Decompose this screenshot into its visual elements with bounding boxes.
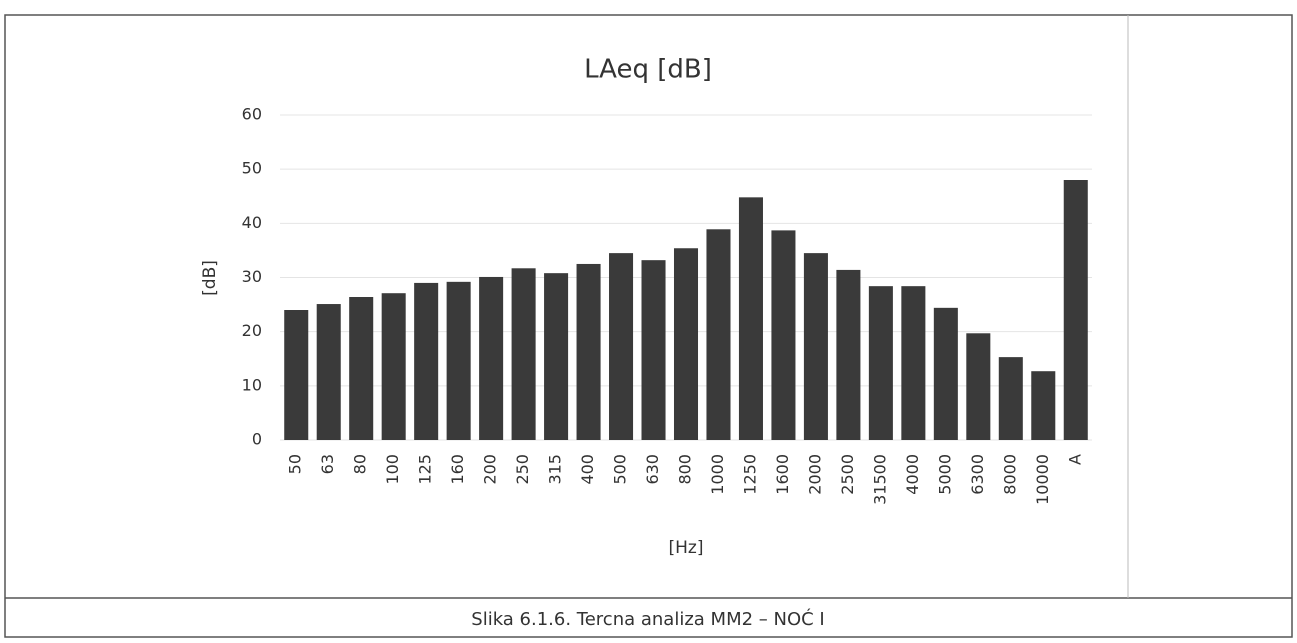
bar [1063, 180, 1088, 440]
x-tick-label: 63 [318, 454, 337, 474]
x-tick-label: 400 [578, 454, 597, 485]
bar [479, 276, 504, 440]
bar [673, 248, 699, 440]
bar [576, 263, 601, 440]
bar [803, 253, 828, 440]
y-tick-label: 10 [242, 375, 262, 394]
bar [511, 268, 536, 440]
bar [966, 333, 991, 440]
x-tick-label: 2000 [805, 454, 824, 495]
x-tick-label: A [1065, 454, 1084, 465]
x-tick-label: 80 [351, 454, 370, 474]
chart-title: LAeq [dB] [584, 55, 712, 85]
bar [316, 304, 341, 440]
bar [901, 286, 926, 440]
x-tick-label: 200 [481, 454, 500, 485]
bar [609, 253, 634, 440]
caption: Slika 6.1.6. Tercna analiza MM2 – NOĆ I [471, 608, 824, 630]
x-tick-label: 5000 [935, 454, 954, 495]
x-tick-label: 250 [513, 454, 532, 485]
x-tick-label: 50 [286, 454, 305, 474]
bar [868, 286, 893, 440]
x-tick-label: 4000 [903, 454, 922, 495]
y-tick-label: 20 [242, 321, 262, 340]
x-tick-label: 8000 [1000, 454, 1019, 495]
x-axis-label: [Hz] [669, 538, 704, 558]
frame [4, 14, 1293, 638]
bar [381, 293, 406, 440]
bar [641, 260, 666, 440]
x-tick-label: 630 [643, 454, 662, 485]
x-tick-label: 800 [676, 454, 695, 485]
x-tick-label: 31500 [870, 454, 889, 505]
x-tick-label: 100 [383, 454, 402, 485]
y-tick-label: 50 [242, 159, 262, 178]
bar [738, 197, 763, 440]
x-tick-label: 500 [611, 454, 630, 485]
y-tick-label: 30 [242, 267, 262, 286]
x-tick-label: 2500 [838, 454, 857, 495]
bar [998, 357, 1023, 440]
x-tick-label: 1600 [773, 454, 792, 495]
x-tick-label: 1250 [740, 454, 759, 495]
y-tick-label: 40 [242, 213, 262, 232]
x-tick-label: 6300 [968, 454, 987, 495]
bar [446, 281, 471, 440]
bar [349, 297, 374, 440]
bar [933, 307, 958, 440]
y-tick-label: 60 [242, 105, 262, 124]
bar [836, 269, 861, 440]
bar [771, 230, 796, 440]
bar [414, 282, 439, 440]
bar [706, 229, 731, 440]
x-tick-label: 10000 [1033, 454, 1052, 505]
x-tick-label: 125 [416, 454, 435, 485]
x-tick-label: 160 [448, 454, 467, 485]
bar [1031, 371, 1056, 440]
y-axis-label: [dB] [200, 260, 220, 296]
x-tick-label: 315 [546, 454, 565, 485]
bar [544, 273, 569, 440]
bar [284, 310, 309, 440]
x-tick-label: 1000 [708, 454, 727, 495]
y-tick-label: 0 [252, 430, 262, 449]
